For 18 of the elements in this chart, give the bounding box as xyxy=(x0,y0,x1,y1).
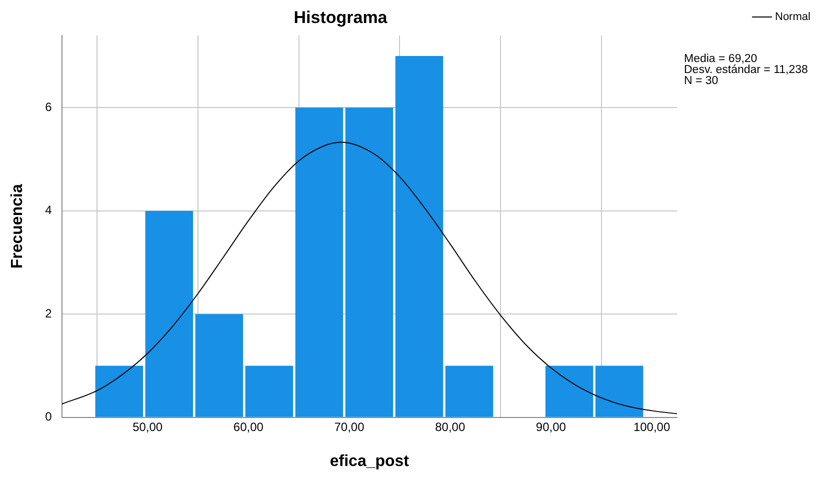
text: Desv. estándar = 11,238 xyxy=(684,64,808,76)
x-tick-label: 70,00 xyxy=(334,420,365,434)
y-tick-label: 4 xyxy=(45,203,52,218)
line-series xyxy=(62,142,677,414)
y-axis-title: Frecuencia xyxy=(9,184,26,269)
x-axis-title: efica_post xyxy=(330,452,410,470)
y-tick-label: 6 xyxy=(45,100,52,114)
legend-label: Normal xyxy=(775,11,810,24)
x-tick-label: 100,00 xyxy=(633,420,670,434)
chart-title: Histograma xyxy=(294,8,388,27)
y-tick-label: 2 xyxy=(45,306,52,320)
x-tick-label: 90,00 xyxy=(536,420,566,434)
x-tick-label: 60,00 xyxy=(233,420,264,434)
x-tick-label: 80,00 xyxy=(435,420,466,434)
text: N = 30 xyxy=(684,75,718,87)
text: Media = 69,20 xyxy=(684,53,758,65)
y-tick-label: 0 xyxy=(45,410,52,424)
x-tick-label: 50,00 xyxy=(132,420,163,434)
